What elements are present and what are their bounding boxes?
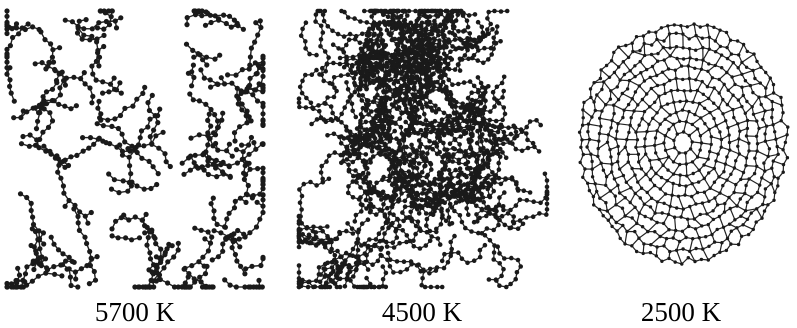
snapshot-2500k-graphic	[577, 22, 790, 266]
snapshot-5700k	[4, 8, 266, 290]
temperature-label-2500k: 2500 K	[640, 297, 722, 327]
snapshot-4500k-graphic	[296, 8, 550, 290]
temperature-label-4500k: 4500 K	[381, 297, 463, 327]
temperature-label-5700k: 5700 K	[94, 297, 176, 327]
snapshot-2500k	[574, 8, 792, 290]
snapshot-4500k	[296, 8, 550, 290]
snapshot-5700k-graphic	[4, 8, 266, 290]
